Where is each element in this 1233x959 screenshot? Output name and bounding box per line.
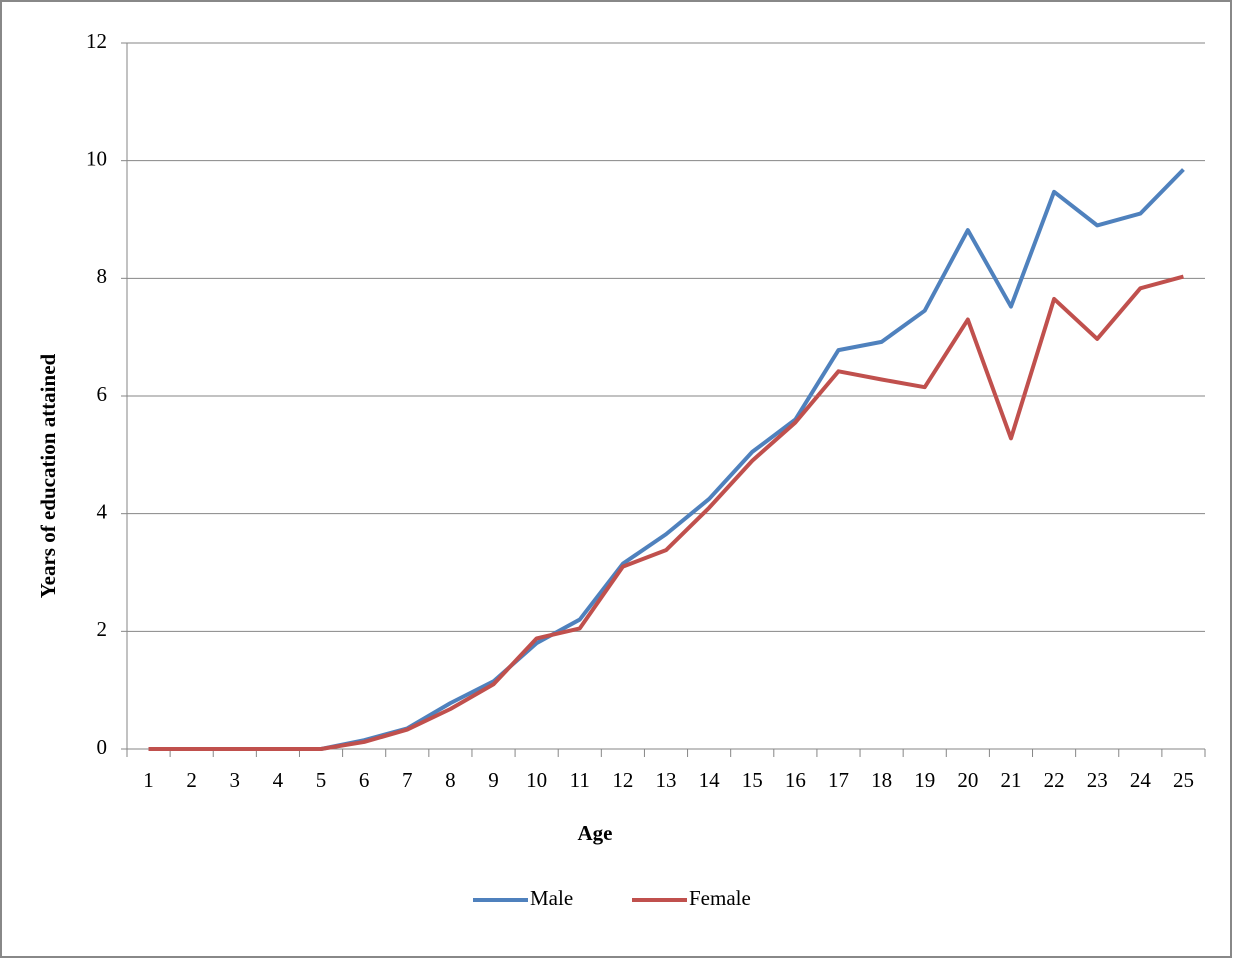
y-tick-label: 8 [97,264,108,288]
y-tick-label: 6 [97,382,108,406]
y-tick-label: 0 [97,735,108,759]
x-tick-label: 20 [957,768,978,792]
x-tick-label: 21 [1000,768,1021,792]
x-tick-label: 7 [402,768,413,792]
legend-label: Male [530,886,573,910]
x-tick-label: 2 [186,768,197,792]
x-tick-label: 8 [445,768,456,792]
x-tick-label: 15 [742,768,763,792]
x-tick-label: 24 [1130,768,1152,792]
x-tick-label: 12 [612,768,633,792]
x-tick-label: 11 [570,768,590,792]
x-tick-label: 6 [359,768,370,792]
x-tick-label: 4 [273,768,284,792]
x-tick-label: 25 [1173,768,1194,792]
x-tick-label: 13 [656,768,677,792]
x-tick-label: 17 [828,768,849,792]
y-tick-label: 4 [97,499,108,523]
x-tick-label: 23 [1087,768,1108,792]
x-tick-label: 22 [1044,768,1065,792]
x-tick-label: 16 [785,768,806,792]
x-tick-label: 9 [488,768,499,792]
series-line [148,274,1184,751]
y-tick-label: 10 [86,146,107,170]
x-tick-label: 18 [871,768,892,792]
y-tick-label: 12 [86,29,107,53]
legend-label: Female [689,886,751,910]
x-axis-title: Age [578,821,613,845]
x-tick-label: 5 [316,768,327,792]
x-tick-label: 10 [526,768,547,792]
y-tick-label: 2 [97,617,108,641]
x-tick-label: 14 [699,768,721,792]
y-axis-title: Years of education attained [36,353,60,598]
x-tick-label: 1 [143,768,154,792]
x-tick-label: 3 [230,768,241,792]
x-tick-label: 19 [914,768,935,792]
